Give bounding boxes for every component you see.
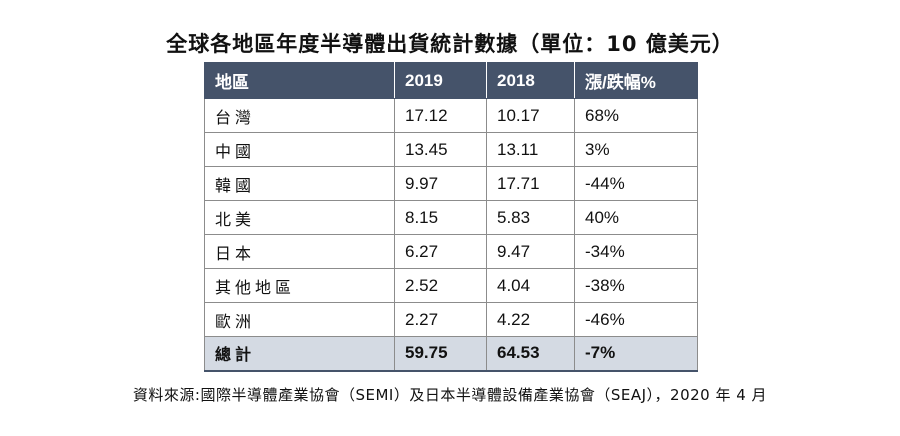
table-row: 韓國 9.97 17.71 -44% [204, 166, 698, 201]
value-2019-cell: 17.12 [394, 98, 487, 133]
value-2019-cell: 6.27 [394, 234, 487, 269]
total-row: 總計 59.75 64.53 -7% [204, 336, 698, 372]
change-cell: 3% [574, 132, 698, 167]
region-cell: 韓國 [204, 166, 395, 201]
shipment-table: 地區 2019 2018 漲/跌幅% 台灣 17.12 10.17 68% 中國… [204, 62, 698, 372]
value-2019-cell: 2.27 [394, 302, 487, 337]
change-cell: -44% [574, 166, 698, 201]
total-change-cell: -7% [574, 336, 698, 372]
table-row: 中國 13.45 13.11 3% [204, 132, 698, 167]
value-2019-cell: 2.52 [394, 268, 487, 303]
table-row: 台灣 17.12 10.17 68% [204, 98, 698, 133]
value-2019-cell: 13.45 [394, 132, 487, 167]
table-row: 歐洲 2.27 4.22 -46% [204, 302, 698, 337]
table-header-row: 地區 2019 2018 漲/跌幅% [204, 62, 698, 99]
value-2018-cell: 4.22 [486, 302, 575, 337]
value-2019-cell: 8.15 [394, 200, 487, 235]
value-2018-cell: 5.83 [486, 200, 575, 235]
column-header-region: 地區 [204, 62, 395, 99]
value-2018-cell: 4.04 [486, 268, 575, 303]
table-row: 日本 6.27 9.47 -34% [204, 234, 698, 269]
change-cell: -34% [574, 234, 698, 269]
region-cell: 其他地區 [204, 268, 395, 303]
column-header-2018: 2018 [486, 62, 575, 99]
total-label-cell: 總計 [204, 336, 395, 372]
change-cell: -38% [574, 268, 698, 303]
change-cell: 68% [574, 98, 698, 133]
value-2018-cell: 17.71 [486, 166, 575, 201]
column-header-2019: 2019 [394, 62, 487, 99]
region-cell: 台灣 [204, 98, 395, 133]
page-title: 全球各地區年度半導體出貨統計數據（單位：10 億美元） [166, 32, 734, 56]
value-2019-cell: 9.97 [394, 166, 487, 201]
total-2019-cell: 59.75 [394, 336, 487, 372]
value-2018-cell: 10.17 [486, 98, 575, 133]
value-2018-cell: 13.11 [486, 132, 575, 167]
region-cell: 中國 [204, 132, 395, 167]
table-row: 北美 8.15 5.83 40% [204, 200, 698, 235]
region-cell: 歐洲 [204, 302, 395, 337]
table-row: 其他地區 2.52 4.04 -38% [204, 268, 698, 303]
total-2018-cell: 64.53 [486, 336, 575, 372]
change-cell: 40% [574, 200, 698, 235]
region-cell: 北美 [204, 200, 395, 235]
change-cell: -46% [574, 302, 698, 337]
column-header-change: 漲/跌幅% [574, 62, 698, 99]
region-cell: 日本 [204, 234, 395, 269]
source-note: 資料來源:國際半導體產業協會（SEMI）及日本半導體設備產業協會（SEAJ），2… [132, 386, 768, 404]
value-2018-cell: 9.47 [486, 234, 575, 269]
